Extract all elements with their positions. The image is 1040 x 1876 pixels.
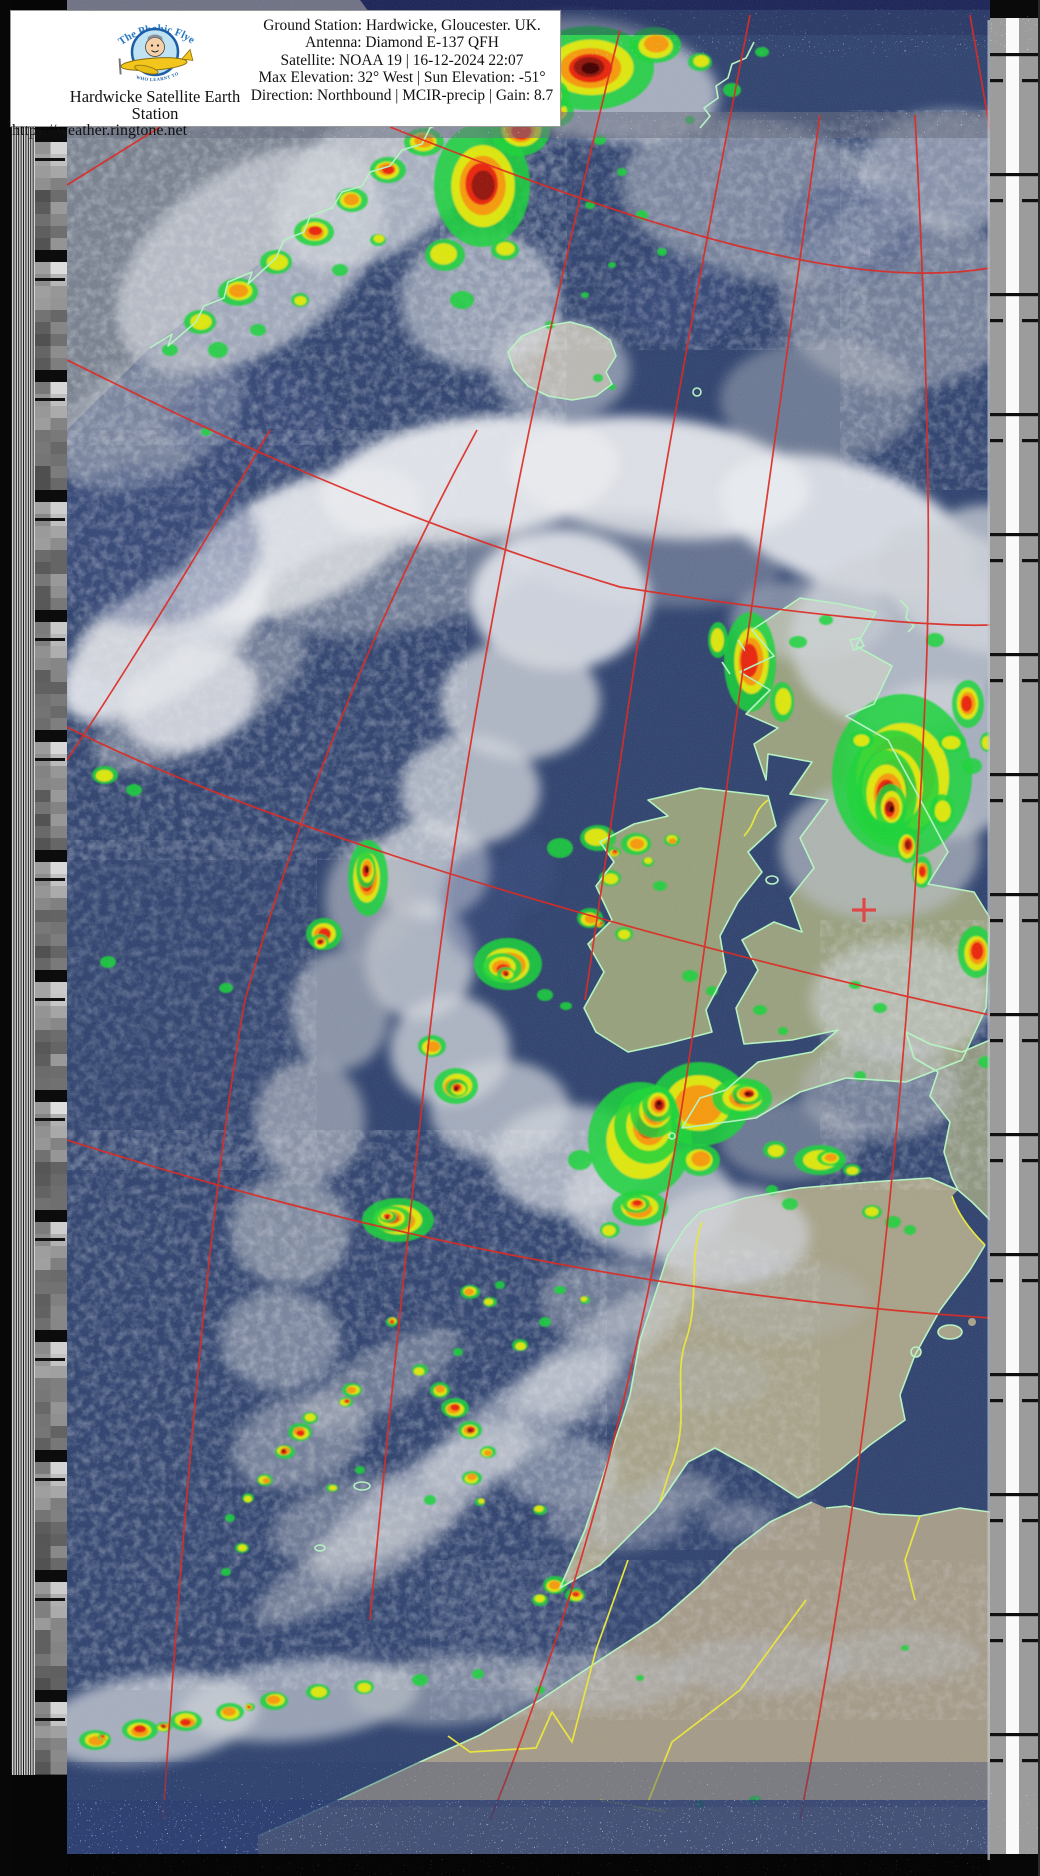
border-africa-east (904, 1515, 921, 1601)
parallel (389, 126, 990, 274)
border-portugal-spain (659, 1221, 703, 1503)
parallel (67, 126, 161, 186)
coast-greenland (149, 119, 447, 349)
station-url: https://weather.ringtone.net (12, 122, 188, 139)
meridian (369, 29, 621, 1621)
map-right-edge (987, 20, 990, 1860)
coastlines (149, 41, 990, 1837)
info-elevation: Max Elevation: 32° West | Sun Elevation:… (258, 69, 546, 87)
sensor-grain (67, 0, 990, 1876)
meridian (489, 114, 821, 1821)
left-edge-black (0, 0, 11, 1876)
coast-uk (681, 597, 990, 1129)
meridian (969, 14, 990, 131)
left-telemetry-wedges (35, 130, 67, 1775)
logo-face (145, 37, 165, 57)
meridian (67, 429, 271, 761)
coast-madeira (353, 1481, 371, 1491)
right-telemetry-bar (990, 0, 1040, 1876)
ground-station-marker (852, 898, 876, 922)
header-card: The Phobic Flyer WHO LEARNT TO FLY Hardw… (10, 10, 562, 139)
station-name-line1: Hardwicke Satellite Earth (69, 87, 241, 106)
station-name-line2: Station (131, 104, 179, 123)
meridian (162, 429, 478, 1821)
meridian (584, 14, 751, 1001)
coast-scilly (668, 1132, 676, 1140)
station-logo: The Phobic Flyer WHO LEARNT TO FLY (102, 12, 197, 82)
border-northern-ireland (743, 799, 769, 837)
coast-porto-santo (314, 1544, 326, 1552)
coast-ibiza (910, 1346, 922, 1358)
capture-info: Ground Station: Hardwicke, Gloucester. U… (242, 17, 562, 104)
meridian (799, 114, 930, 1821)
info-satellite: Satellite: NOAA 19 | 16-12-2024 22:07 (280, 51, 524, 69)
bottom-noise (67, 1762, 990, 1876)
border-pyrenees (951, 1195, 986, 1246)
coast-isle-of-man (765, 875, 779, 885)
logo-airplane (118, 48, 194, 75)
station-identity: The Phobic Flyer WHO LEARNT TO FLY Hardw… (11, 11, 299, 139)
coast-france (905, 1031, 990, 1221)
coast-hebrides (721, 639, 747, 675)
coast-iberia (559, 1177, 986, 1589)
left-sync-bar (11, 127, 35, 1775)
border-morocco-algeria (447, 1559, 629, 1753)
coast-faroe (692, 387, 702, 397)
coast-iceland (507, 321, 617, 401)
coast-mallorca (937, 1324, 963, 1340)
graticule (67, 14, 990, 1821)
parallel (67, 359, 990, 627)
parallel (67, 726, 990, 1016)
parallel (67, 1139, 990, 1319)
minute-markers (990, 53, 1040, 1763)
coast-shetland (899, 599, 915, 633)
info-antenna: Antenna: Diamond E-137 QFH (305, 34, 499, 52)
info-direction: Direction: Northbound | MCIR-precip | Ga… (250, 86, 554, 104)
info-ground-station: Ground Station: Hardwicke, Gloucester. U… (263, 17, 541, 34)
coast-ireland (583, 787, 777, 1053)
coast-orkney (849, 637, 865, 651)
